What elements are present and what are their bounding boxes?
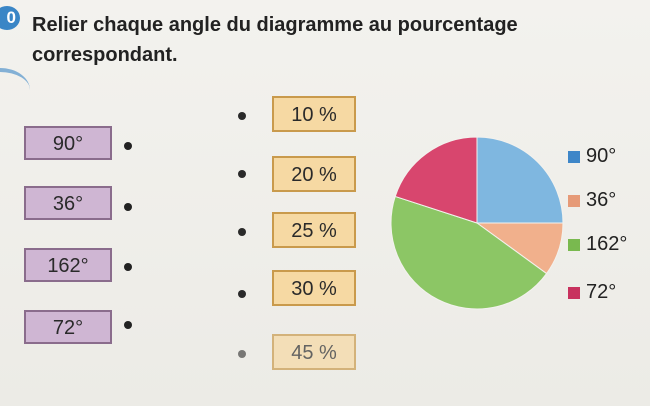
percent-dot-10[interactable] xyxy=(238,112,246,120)
legend-item-162: 162° xyxy=(568,232,628,256)
percent-dot-20[interactable] xyxy=(238,170,246,178)
angle-dot-72[interactable] xyxy=(124,321,132,329)
pie-chart xyxy=(390,136,564,310)
angle-dot-90[interactable] xyxy=(124,142,132,150)
angle-dot-36[interactable] xyxy=(124,203,132,211)
legend-label-90: 90° xyxy=(586,145,617,167)
percent-box-20: 20 % xyxy=(272,156,356,192)
pie-slice-72 xyxy=(394,136,478,224)
angle-box-36: 36° xyxy=(24,186,112,220)
legend-item-90: 90° xyxy=(568,144,617,168)
legend-item-36: 36° xyxy=(568,188,617,212)
legend-swatch-90 xyxy=(568,151,580,163)
legend-swatch-162 xyxy=(568,239,580,251)
percent-dot-25[interactable] xyxy=(238,228,246,236)
angle-box-90: 90° xyxy=(24,126,112,160)
percent-dot-45[interactable] xyxy=(238,350,246,358)
percent-box-25: 25 % xyxy=(272,212,356,248)
pie-slice-162 xyxy=(390,195,548,310)
angle-box-162: 162° xyxy=(24,248,112,282)
legend-item-72: 72° xyxy=(568,280,617,304)
exercise-instruction: Relier chaque angle du diagramme au pour… xyxy=(32,14,518,66)
percent-box-45: 45 % xyxy=(272,334,356,370)
legend-label-72: 72° xyxy=(586,281,617,303)
legend-swatch-72 xyxy=(568,287,580,299)
percent-dot-30[interactable] xyxy=(238,290,246,298)
decorative-curve xyxy=(0,68,30,112)
pie-slice-90 xyxy=(476,136,564,224)
legend-swatch-36 xyxy=(568,195,580,207)
angle-dot-162[interactable] xyxy=(124,263,132,271)
legend-label-162: 162° xyxy=(586,233,628,255)
percent-box-30: 30 % xyxy=(272,270,356,306)
exercise-number-badge: 0 xyxy=(0,6,20,30)
percent-box-10: 10 % xyxy=(272,96,356,132)
angle-box-72: 72° xyxy=(24,310,112,344)
legend-label-36: 36° xyxy=(586,189,617,211)
